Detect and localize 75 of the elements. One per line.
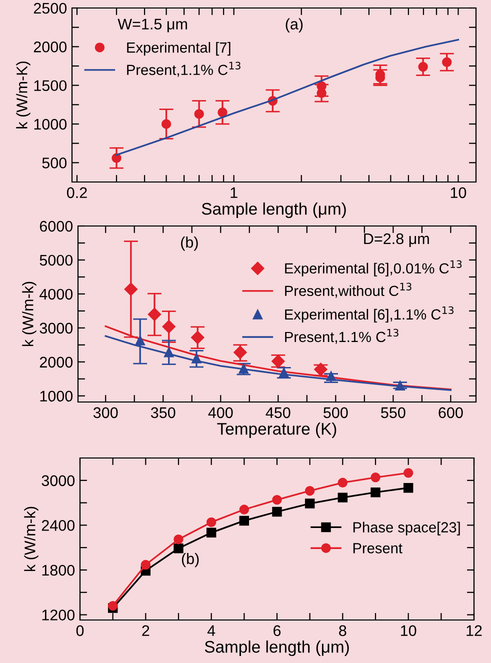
y-tick-label: 1500 [34,80,67,92]
x-tick-label: 0 [76,625,84,636]
point [239,516,250,526]
point [370,487,380,498]
point [108,600,118,611]
legend-label: Present [353,543,402,554]
x-tick-label: 4 [207,625,216,636]
point [403,483,414,493]
annotation: (b) [181,236,198,251]
y-tick-label: 1200 [42,610,75,620]
point [239,504,250,514]
legend-label: Present,1.1% C$^{13}$ [285,328,398,344]
point [370,472,380,482]
x-axis-title: Sample length (μm) [202,202,346,218]
y-tick-label: 2500 [34,2,67,14]
annotation: (a) [286,18,303,33]
annotation: D=2.8 μm [364,233,429,247]
x-axis-title: Temperature (K) [217,422,336,438]
point [135,336,145,346]
y-tick-label: 1800 [42,564,75,576]
annotation: (b) [182,552,199,568]
point [338,478,348,488]
legend-label: Present,without C$^{13}$ [285,282,412,298]
point [304,498,315,508]
x-tick-label: 350 [150,407,176,418]
y-tick-label: 2400 [42,520,75,531]
point [272,494,282,505]
x-tick-label: 2 [142,625,150,636]
legend-label: Experimental [7] [127,42,230,56]
y-tick-label: 500 [42,158,67,168]
y-axis-title: k (W/m-k) [24,506,38,572]
point [124,282,138,296]
x-tick-label: 10 [401,625,416,636]
x-tick-label: 1 [230,187,238,198]
y-tick-label: 6000 [40,220,73,232]
point [234,346,247,359]
point [338,492,348,502]
x-tick-label: 10 [450,187,466,198]
point [206,528,216,538]
point [403,468,414,478]
point [174,543,184,554]
legend-label: Phase space[23] [353,522,460,536]
x-axis-title: Sample length (μm) [204,640,349,656]
y-tick-label: 3000 [40,322,73,334]
x-tick-label: 12 [466,625,482,636]
x-tick-label: 500 [324,407,348,418]
x-tick-label: 8 [339,625,346,636]
point [206,517,216,528]
annotation: W=1.5 μm [118,18,187,32]
point [304,486,315,496]
legend-label: Present,1.1% C$^{13}$ [127,62,240,77]
point [272,506,282,517]
x-tick-label: 550 [381,407,406,418]
x-tick-label: 0.2 [66,187,87,198]
point [174,534,184,544]
y-tick-label: 2000 [40,356,73,368]
x-tick-label: 400 [208,407,233,418]
y-tick-label: 2000 [34,42,67,52]
y-tick-label: 1000 [34,118,67,130]
x-tick-label: 6 [274,625,281,636]
point [148,308,162,321]
y-tick-label: 3000 [42,475,75,486]
y-axis-title: k (W/m-K) [16,62,30,128]
legend-label: Experimental [6],0.01% C$^{13}$ [285,260,462,276]
y-tick-label: 1000 [40,390,73,402]
x-tick-label: 450 [266,407,290,418]
point [162,320,176,334]
y-tick-label: 5000 [40,254,73,266]
y-tick-label: 4000 [40,288,73,300]
x-tick-label: 300 [93,407,118,418]
point [191,330,204,344]
legend-label: Experimental [6],1.1% C$^{13}$ [285,306,454,323]
x-tick-label: 600 [438,407,463,418]
y-axis-title: k (W/m-k) [22,282,36,346]
point [140,560,151,570]
